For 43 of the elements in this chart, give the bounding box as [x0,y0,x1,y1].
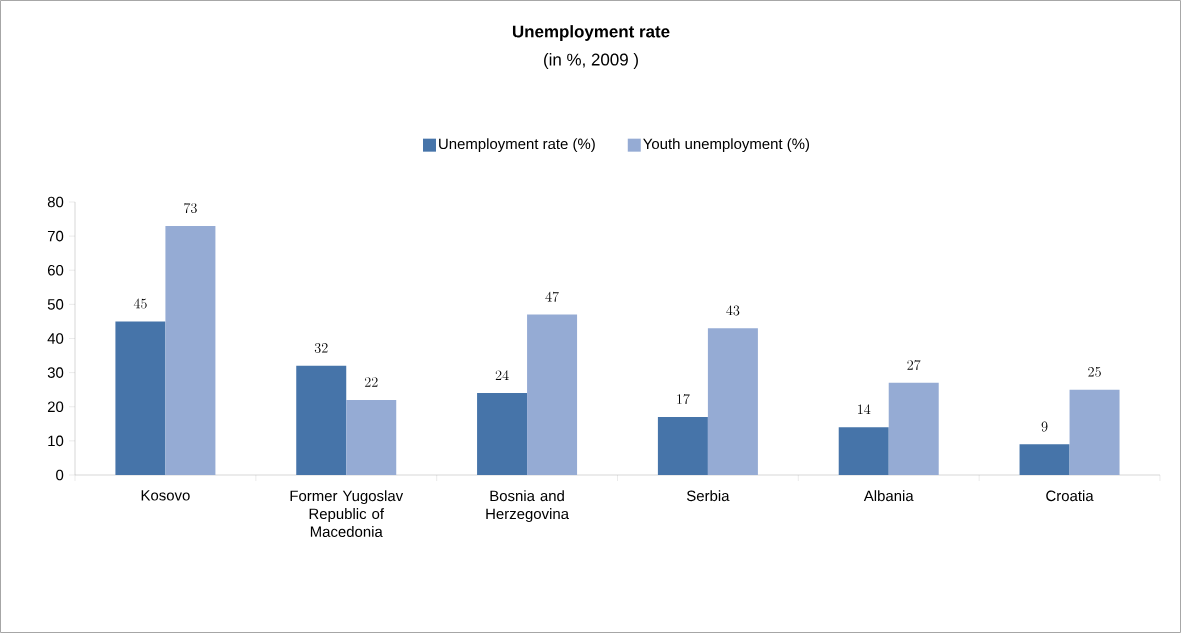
data-label: 32 [314,343,328,353]
data-label: 14 [858,404,871,415]
data-label: 73 [184,203,197,213]
bar [165,225,216,475]
data-label: 27 [907,359,921,370]
x-tick-label: Kosovo [141,490,190,501]
x-tick-label: Bosnia and Herzegovina [486,490,569,523]
data-label: 47 [545,291,559,302]
data-label: 24 [495,370,509,380]
x-tick-label: Former Yugoslav Republic of Macedonia [290,490,404,538]
y-tick-label: 10 [48,435,64,447]
bar [115,321,166,475]
bar [657,416,708,475]
data-label: 25 [1088,366,1101,377]
bar [477,393,528,475]
y-tick-label: 0 [56,469,64,481]
legend-label: Unemployment rate (%) [439,138,595,153]
x-tick-label: Albania [863,490,914,502]
bar [346,399,397,475]
y-tick-label: 60 [47,264,64,276]
bar [707,328,758,475]
data-label: 22 [364,377,378,387]
data-label: 9 [1041,421,1048,432]
legend-label: Youth unemployment (%) [643,138,810,153]
y-tick-label: 20 [47,401,64,413]
bar [527,314,578,475]
y-tick-label: 70 [47,230,64,242]
bar [1019,444,1070,475]
y-tick-label: 30 [47,367,64,378]
data-label: 17 [677,394,690,405]
y-tick-label: 40 [47,333,64,344]
x-tick-label: Serbia [686,490,730,502]
bar [1069,389,1120,475]
bar [888,382,939,475]
chart-title: Unemployment rate [512,25,670,41]
y-tick-label: 80 [47,196,64,208]
x-tick-label: Croatia [1046,490,1094,502]
data-label: 45 [133,298,147,309]
bar [296,365,347,475]
data-label: 43 [726,305,740,316]
bar [838,427,889,475]
chart-subtitle: (in %, 2009 ) [544,53,638,69]
y-tick-label: 50 [47,299,64,310]
